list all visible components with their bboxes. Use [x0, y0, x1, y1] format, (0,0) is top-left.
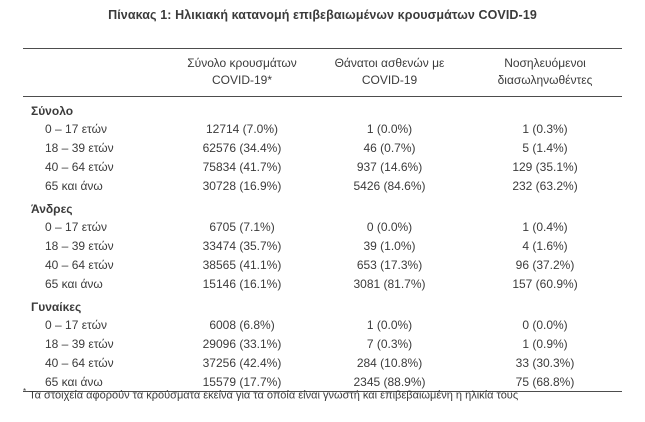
group-header-row: Άνδρες — [23, 195, 622, 217]
header-total-cases: Σύνολο κρουσμάτων COVID-19* — [173, 49, 311, 97]
deaths-cell: 653 (17.3%) — [356, 257, 423, 272]
intubated-cell: 1 (0.4%) — [522, 219, 568, 234]
cases-cell: 62576 (34.4%) — [202, 140, 282, 155]
cases-cell: 15579 (17.7%) — [202, 374, 282, 389]
age-cell: 65 και άνω — [45, 276, 103, 291]
empty-cell — [311, 195, 468, 217]
cases-cell: 6008 (6.8%) — [209, 317, 275, 332]
intubated-cell: 5 (1.4%) — [522, 140, 568, 155]
group-label: Σύνολο — [31, 104, 74, 118]
deaths-cell: 0 (0.0%) — [366, 219, 413, 234]
footnote-marker: * — [23, 387, 27, 396]
deaths-cell: 1 (0.0%) — [366, 121, 413, 136]
intubated-cell: 75 (68.8%) — [515, 374, 575, 389]
intubated-cell: 157 (60.9%) — [512, 276, 578, 291]
cases-cell: 33474 (35.7%) — [202, 238, 282, 253]
deaths-cell: 3081 (81.7%) — [353, 276, 426, 291]
header-line: COVID-19* — [211, 73, 273, 87]
cases-cell: 30728 (16.9%) — [202, 178, 282, 193]
group-header-row: Σύνολο — [23, 97, 622, 120]
age-cell: 65 και άνω — [45, 374, 103, 389]
intubated-cell: 232 (63.2%) — [512, 178, 578, 193]
deaths-cell: 284 (10.8%) — [356, 355, 423, 370]
deaths-cell: 7 (0.3%) — [366, 336, 413, 351]
age-cell: 18 – 39 ετών — [45, 238, 114, 253]
header-intubated: Νοσηλευόμενοι διασωληνωθέντες — [468, 49, 622, 97]
age-cell: 40 – 64 ετών — [45, 355, 114, 370]
table-row: 40 – 64 ετών 38565 (41.1%) 653 (17.3%) 96 (… — [23, 255, 622, 274]
covid-age-table: Σύνολο κρουσμάτων COVID-19* Θάνατοι ασθε… — [23, 48, 622, 392]
empty-cell — [468, 195, 622, 217]
table-body: Σύνολο 0 – 17 ετών 12714 (7.0%) 1 (0.0%) 1 (… — [23, 97, 622, 392]
table-header: Σύνολο κρουσμάτων COVID-19* Θάνατοι ασθε… — [23, 49, 622, 97]
age-cell: 40 – 64 ετών — [45, 257, 114, 272]
table-row: 18 – 39 ετών 29096 (33.1%) 7 (0.3%) 1 (0.9%… — [23, 334, 622, 353]
age-cell: 18 – 39 ετών — [45, 336, 114, 351]
footnote-text: Τα στοιχεία αφορούν τα κρούσματα εκείνα … — [29, 389, 519, 402]
intubated-cell: 33 (30.3%) — [515, 355, 575, 370]
deaths-cell: 937 (14.6%) — [356, 159, 423, 174]
deaths-cell: 39 (1.0%) — [363, 238, 416, 253]
table-row: 40 – 64 ετών 75834 (41.7%) 937 (14.6%) 129 … — [23, 157, 622, 176]
age-cell: 40 – 64 ετών — [45, 159, 114, 174]
cases-cell: 15146 (16.1%) — [202, 276, 282, 291]
intubated-cell: 1 (0.3%) — [522, 121, 568, 136]
table-row: 0 – 17 ετών 6008 (6.8%) 1 (0.0%) 0 (0.0%) — [23, 315, 622, 334]
cases-cell: 37256 (42.4%) — [202, 355, 282, 370]
empty-cell — [468, 97, 622, 120]
age-cell: 65 και άνω — [45, 178, 103, 193]
group-header-row: Γυναίκες — [23, 293, 622, 315]
empty-cell — [311, 293, 468, 315]
deaths-cell: 46 (0.7%) — [363, 140, 416, 155]
group-label: Άνδρες — [31, 202, 73, 216]
deaths-cell: 1 (0.0%) — [366, 317, 413, 332]
header-line: διασωληνωθέντες — [497, 73, 593, 87]
cases-cell: 12714 (7.0%) — [205, 121, 279, 136]
table-row: 65 και άνω 15146 (16.1%) 3081 (81.7%) 157 (… — [23, 274, 622, 293]
intubated-cell: 0 (0.0%) — [522, 317, 568, 332]
header-line: Θάνατοι ασθενών με — [334, 56, 445, 70]
header-row: Σύνολο κρουσμάτων COVID-19* Θάνατοι ασθε… — [23, 49, 622, 97]
table-row: 0 – 17 ετών 12714 (7.0%) 1 (0.0%) 1 (0.3%) — [23, 119, 622, 138]
deaths-cell: 2345 (88.9%) — [353, 374, 426, 389]
age-cell: 0 – 17 ετών — [45, 317, 107, 332]
deaths-cell: 5426 (84.6%) — [353, 178, 426, 193]
empty-cell — [173, 293, 311, 315]
intubated-cell: 4 (1.6%) — [522, 238, 568, 253]
empty-cell — [173, 195, 311, 217]
table-row: 18 – 39 ετών 33474 (35.7%) 39 (1.0%) 4 (1.6… — [23, 236, 622, 255]
data-table: Σύνολο κρουσμάτων COVID-19* Θάνατοι ασθε… — [23, 48, 622, 392]
empty-cell — [311, 97, 468, 120]
table-row: 65 και άνω 15579 (17.7%) 2345 (88.9%) 75 (6… — [23, 372, 622, 392]
header-line: Νοσηλευόμενοι — [504, 56, 586, 70]
group-label: Γυναίκες — [31, 300, 82, 314]
table-row: 40 – 64 ετών 37256 (42.4%) 284 (10.8%) 33 (… — [23, 353, 622, 372]
header-line: Σύνολο κρουσμάτων — [187, 56, 297, 70]
table-row: 18 – 39 ετών 62576 (34.4%) 46 (0.7%) 5 (1.4… — [23, 138, 622, 157]
empty-header-cell — [23, 49, 173, 97]
age-cell: 0 – 17 ετών — [45, 219, 107, 234]
table-row: 65 και άνω 30728 (16.9%) 5426 (84.6%) 232 (… — [23, 176, 622, 195]
cases-cell: 29096 (33.1%) — [202, 336, 282, 351]
header-deaths: Θάνατοι ασθενών με COVID-19 — [311, 49, 468, 97]
table-title: Πίνακας 1: Ηλικιακή κατανομή επιβεβαιωμέ… — [108, 8, 537, 22]
empty-cell — [468, 293, 622, 315]
cases-cell: 6705 (7.1%) — [209, 219, 275, 234]
intubated-cell: 96 (37.2%) — [515, 257, 575, 272]
intubated-cell: 129 (35.1%) — [512, 159, 578, 174]
footnote: * Τα στοιχεία αφορούν τα κρούσματα εκείνα… — [23, 387, 622, 402]
cases-cell: 38565 (41.1%) — [202, 257, 282, 272]
cases-cell: 75834 (41.7%) — [202, 159, 282, 174]
header-line: COVID-19 — [361, 73, 418, 87]
empty-cell — [173, 97, 311, 120]
age-cell: 0 – 17 ετών — [45, 121, 107, 136]
table-row: 0 – 17 ετών 6705 (7.1%) 0 (0.0%) 1 (0.4%) — [23, 217, 622, 236]
age-cell: 18 – 39 ετών — [45, 140, 114, 155]
intubated-cell: 1 (0.9%) — [522, 336, 568, 351]
